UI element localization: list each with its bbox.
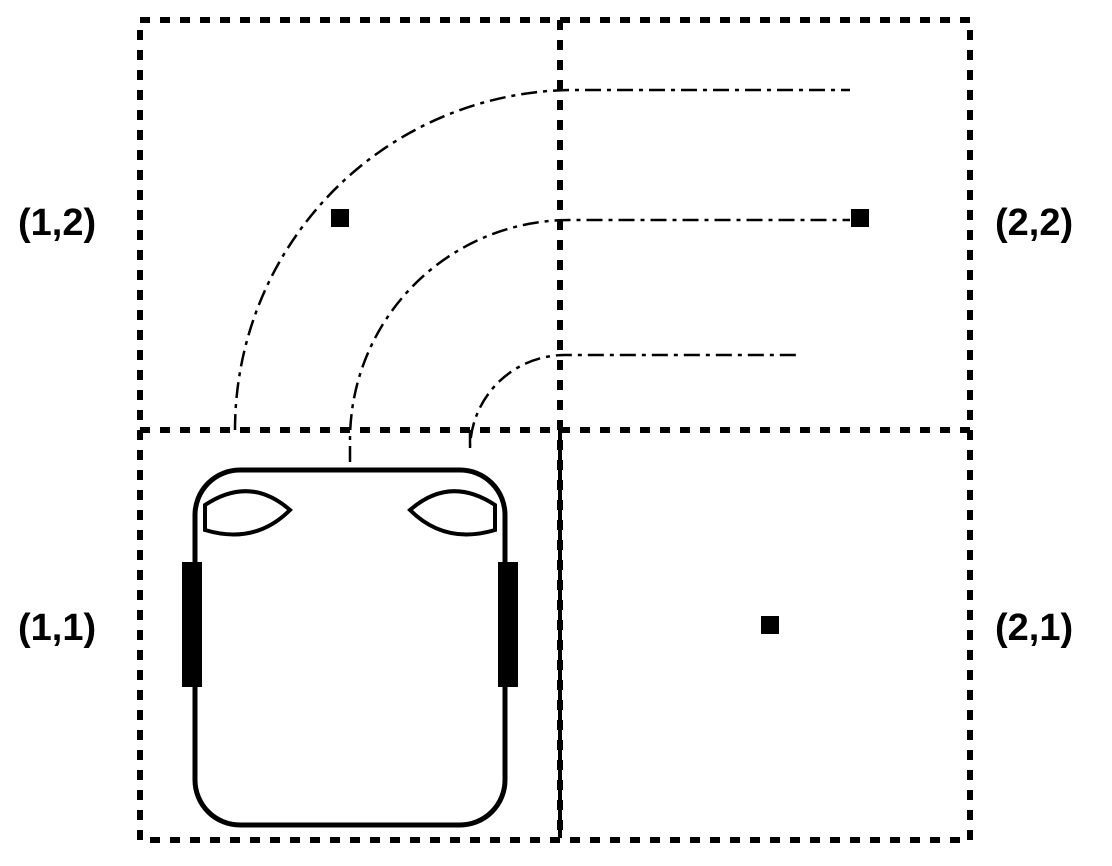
cell-label-bl: (1,1) <box>18 607 96 649</box>
grid-diagram: (1,2) (2,2) (1,1) (2,1) <box>0 0 1112 866</box>
cell-label-tr: (2,2) <box>995 202 1073 244</box>
vehicle-body <box>195 470 505 825</box>
cell-label-br: (2,1) <box>995 607 1073 649</box>
cell-label-tl: (1,2) <box>18 202 96 244</box>
vehicle-mirror-left <box>182 562 202 687</box>
anchor-tr <box>851 209 869 227</box>
lane-outer <box>235 90 850 430</box>
anchor-tl <box>331 209 349 227</box>
lane-inner <box>470 355 800 450</box>
vehicle <box>182 470 518 825</box>
anchor-br <box>761 616 779 634</box>
vehicle-mirror-right <box>498 562 518 687</box>
